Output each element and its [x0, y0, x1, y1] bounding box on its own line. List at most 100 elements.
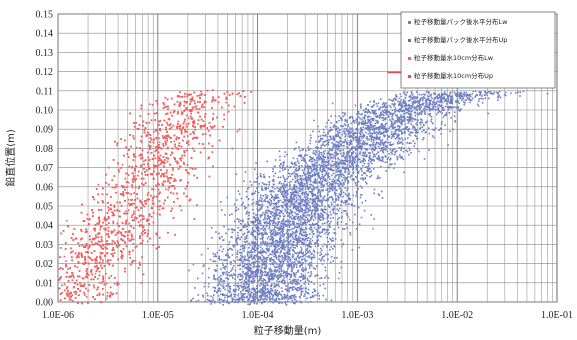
data-point [359, 142, 361, 145]
data-point [403, 147, 405, 150]
data-point [290, 211, 292, 214]
data-point [264, 262, 267, 265]
data-point [281, 242, 284, 244]
data-point [307, 194, 310, 197]
data-point [282, 205, 284, 207]
data-point [327, 152, 330, 155]
data-point [290, 202, 293, 205]
data-point [425, 101, 427, 103]
data-point [272, 175, 275, 177]
data-point [333, 163, 335, 165]
data-point [446, 106, 449, 108]
data-point [319, 219, 322, 221]
data-point [344, 135, 347, 138]
data-point [340, 221, 343, 223]
data-point [321, 210, 324, 213]
data-point [352, 156, 354, 158]
data-point [305, 228, 308, 230]
data-point [301, 200, 304, 202]
data-point [242, 220, 244, 223]
data-point [422, 109, 425, 112]
data-point [314, 202, 317, 205]
data-point [332, 178, 334, 181]
data-point [228, 228, 230, 231]
data-point [302, 171, 305, 174]
data-point [393, 153, 396, 156]
data-point [260, 270, 263, 272]
data-point [364, 199, 367, 202]
data-point [333, 228, 335, 231]
data-point [278, 263, 281, 266]
data-point [250, 256, 252, 259]
data-point [307, 179, 310, 181]
data-point [297, 217, 299, 220]
data-point [284, 288, 287, 291]
data-point [254, 288, 256, 291]
data-point [255, 203, 258, 205]
data-point [383, 109, 386, 111]
data-point [359, 160, 361, 163]
data-point [416, 101, 418, 103]
data-point [369, 134, 372, 137]
data-point [247, 279, 249, 282]
data-point [225, 232, 227, 235]
data-point [308, 242, 311, 245]
data-point [287, 246, 290, 249]
data-point [409, 113, 412, 115]
data-point [504, 91, 507, 94]
data-point [313, 254, 315, 256]
data-point [299, 265, 301, 267]
data-point [447, 144, 449, 146]
data-point [317, 199, 320, 202]
data-point [301, 266, 304, 269]
data-point [384, 127, 386, 129]
data-point [248, 285, 250, 288]
data-point [354, 213, 356, 216]
data-point [345, 210, 347, 212]
data-point [322, 128, 325, 131]
data-point [227, 277, 229, 280]
data-point [398, 127, 400, 129]
data-point [413, 98, 416, 100]
data-point [364, 119, 367, 122]
data-point [292, 202, 294, 205]
data-point [337, 127, 340, 129]
data-point [271, 214, 274, 217]
data-point [261, 288, 263, 291]
data-point [285, 192, 288, 194]
data-point [412, 125, 414, 127]
data-point [286, 208, 289, 211]
data-point [253, 301, 256, 303]
data-point [248, 211, 251, 214]
data-point [295, 141, 298, 144]
data-point [278, 150, 281, 153]
data-point [285, 221, 287, 223]
data-point [314, 267, 317, 270]
data-point [477, 100, 480, 102]
data-point [275, 203, 277, 206]
data-point [455, 100, 457, 102]
data-point [311, 252, 313, 255]
data-point [299, 204, 302, 206]
data-point [314, 194, 317, 196]
data-point [308, 275, 311, 278]
data-point [379, 112, 382, 115]
data-point [287, 240, 290, 243]
data-point [406, 104, 409, 107]
data-point [253, 235, 256, 238]
data-point [382, 111, 385, 113]
data-point [277, 221, 280, 223]
data-point [270, 199, 272, 202]
data-point [222, 264, 224, 266]
data-point [207, 276, 210, 279]
data-point [450, 96, 452, 98]
data-point [293, 272, 295, 275]
data-point [253, 290, 256, 292]
data-point [293, 198, 296, 200]
data-point [294, 298, 297, 301]
data-point [395, 119, 398, 122]
data-point [429, 114, 431, 117]
data-point [308, 201, 311, 203]
data-point [246, 231, 249, 234]
data-point [423, 158, 426, 160]
